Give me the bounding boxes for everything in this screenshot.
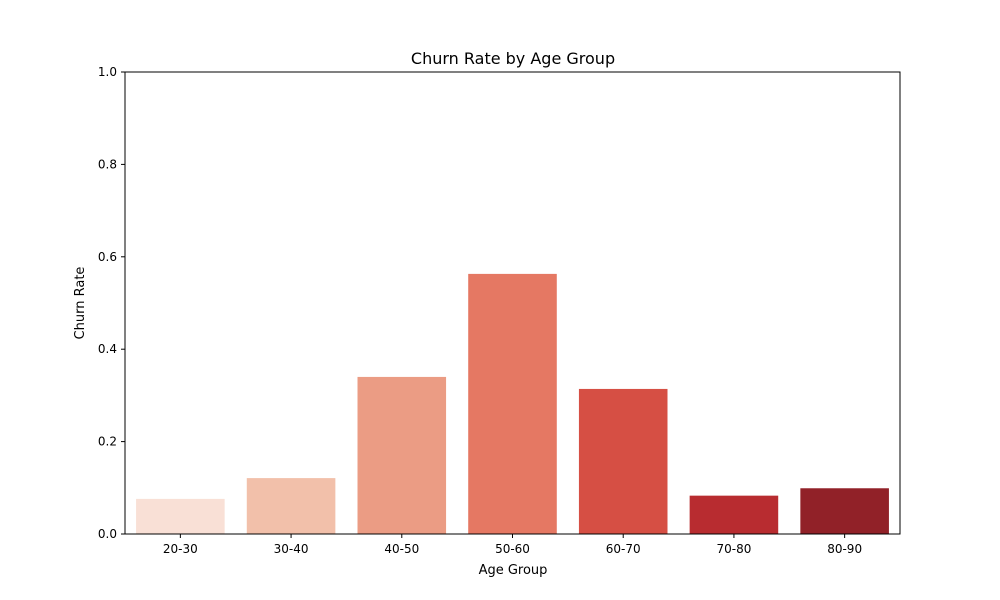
y-tick-label: 0.4 bbox=[98, 342, 117, 356]
x-tick-label: 80-90 bbox=[827, 542, 862, 556]
bar-80-90 bbox=[800, 488, 889, 534]
bars-group bbox=[136, 273, 889, 534]
bar-20-30 bbox=[136, 498, 225, 534]
bar-60-70 bbox=[578, 388, 668, 534]
plot-frame bbox=[124, 71, 901, 535]
x-tick-label: 50-60 bbox=[495, 542, 530, 556]
x-tick-label: 70-80 bbox=[716, 542, 751, 556]
bar-30-40 bbox=[246, 478, 336, 534]
bar-70-80 bbox=[689, 495, 779, 534]
x-axis-ticks: 20-30 30-40 40-50 50-60 60-70 70-80 80-90 bbox=[163, 534, 862, 556]
x-tick-label: 30-40 bbox=[274, 542, 309, 556]
x-tick-label: 60-70 bbox=[606, 542, 641, 556]
y-tick-label: 0.2 bbox=[98, 435, 117, 449]
x-tick-label: 40-50 bbox=[384, 542, 419, 556]
y-tick-label: 0.8 bbox=[98, 157, 117, 171]
y-tick-label: 0.0 bbox=[98, 527, 117, 541]
y-tick-label: 1.0 bbox=[98, 65, 117, 79]
chart-title: Churn Rate by Age Group bbox=[411, 49, 615, 68]
y-axis-label: Churn Rate bbox=[73, 267, 88, 340]
x-axis-label: Age Group bbox=[479, 563, 548, 578]
x-tick-label: 20-30 bbox=[163, 542, 198, 556]
y-tick-label: 0.6 bbox=[98, 250, 117, 264]
bar-50-60 bbox=[468, 273, 557, 534]
y-axis-ticks: 0.0 0.2 0.4 0.6 0.8 1.0 bbox=[98, 65, 125, 541]
bar-40-50 bbox=[357, 376, 447, 534]
